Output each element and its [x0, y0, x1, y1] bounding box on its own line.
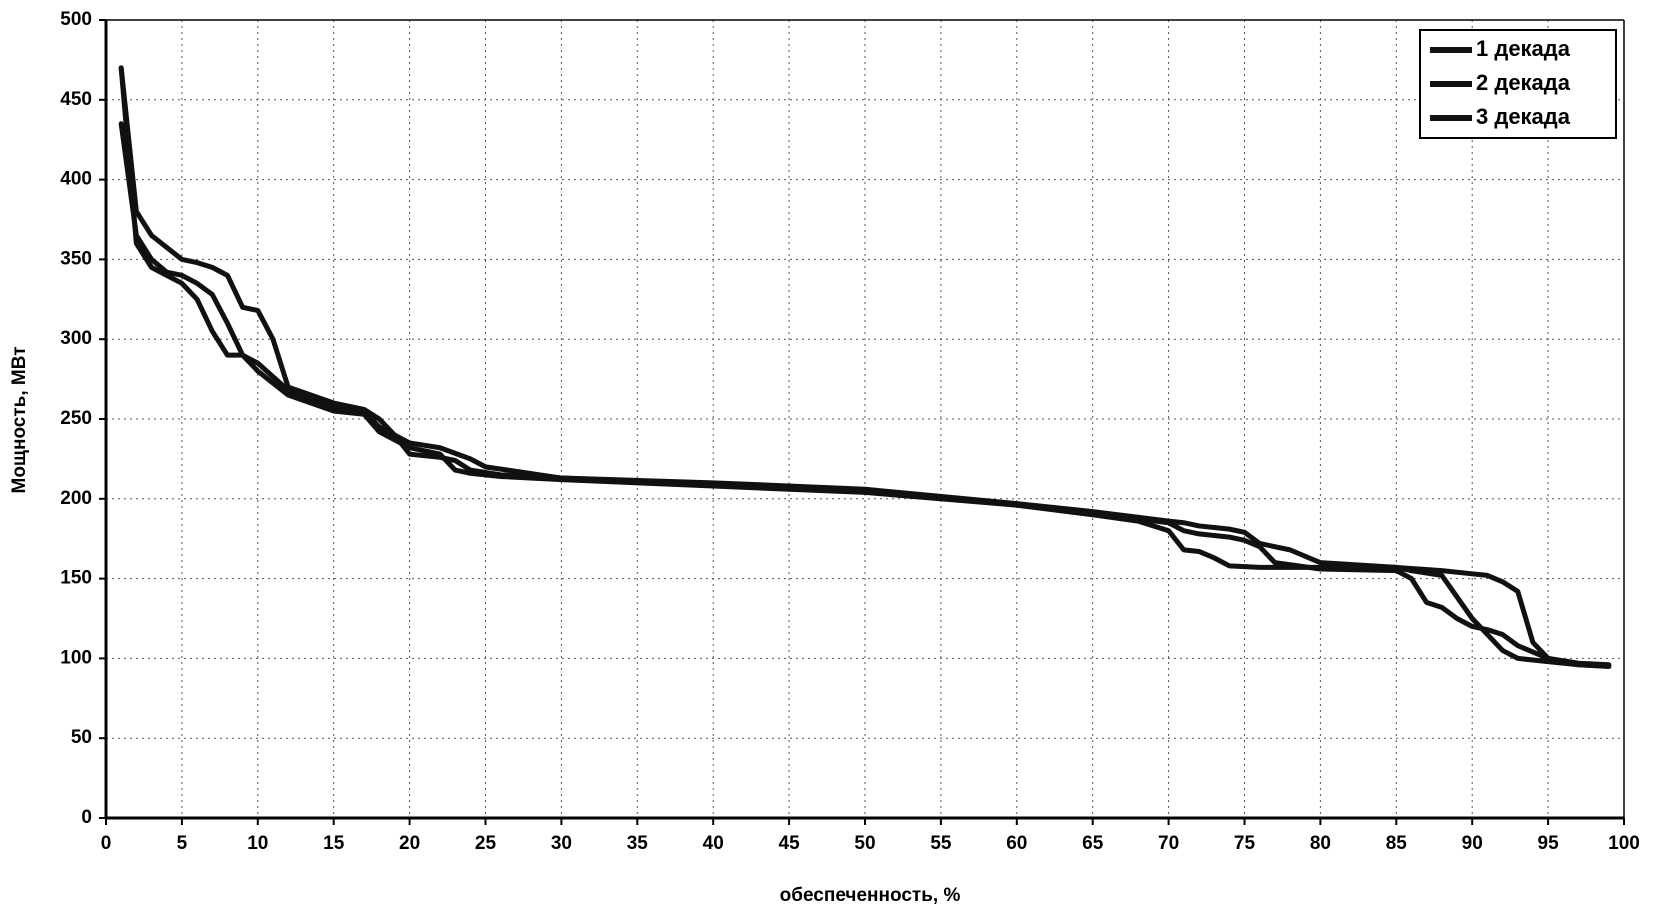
y-tick-label: 500: [60, 9, 92, 30]
x-tick-label: 40: [703, 833, 724, 854]
x-tick-label: 90: [1462, 833, 1483, 854]
x-tick-label: 30: [551, 833, 572, 854]
x-tick-label: 50: [854, 833, 875, 854]
y-tick-label: 100: [60, 647, 92, 668]
y-tick-label: 250: [60, 408, 92, 429]
y-tick-label: 400: [60, 169, 92, 190]
x-tick-label: 25: [475, 833, 497, 854]
x-tick-label: 55: [930, 833, 952, 854]
x-tick-label: 80: [1310, 833, 1331, 854]
x-tick-label: 70: [1158, 833, 1179, 854]
x-tick-label: 10: [247, 833, 268, 854]
legend-label: 3 декада: [1476, 104, 1571, 129]
legend: 1 декада 2 декада 3 декада: [1419, 29, 1617, 139]
y-tick-label: 0: [81, 807, 92, 828]
x-tick-label: 65: [1082, 833, 1104, 854]
y-axis-label: Мощность, МВт: [9, 346, 30, 493]
y-tick-label: 50: [71, 727, 92, 748]
y-tick-label: 300: [60, 328, 92, 349]
x-tick-label: 45: [779, 833, 801, 854]
x-tick-label: 100: [1608, 833, 1640, 854]
x-axis-label: обеспеченность, %: [780, 885, 961, 906]
x-tick-label: 85: [1386, 833, 1408, 854]
y-tick-label: 450: [60, 89, 92, 110]
y-tick-label: 350: [60, 248, 92, 269]
y-tick-label: 200: [60, 488, 92, 509]
legend-label: 2 декада: [1476, 70, 1571, 95]
legend-label: 1 декада: [1476, 36, 1571, 61]
series-line: [118, 121, 1612, 668]
x-tick-label: 35: [627, 833, 649, 854]
x-tick-label: 60: [1006, 833, 1027, 854]
x-tick-label: 20: [399, 833, 420, 854]
x-tick-label: 5: [177, 833, 188, 854]
x-tick-label: 75: [1234, 833, 1256, 854]
x-tick-label: 15: [323, 833, 345, 854]
x-tick-label: 0: [101, 833, 112, 854]
y-tick-label: 150: [60, 568, 92, 589]
series-line: [118, 65, 1612, 669]
series-line: [118, 65, 1612, 669]
x-tick-label: 95: [1538, 833, 1560, 854]
